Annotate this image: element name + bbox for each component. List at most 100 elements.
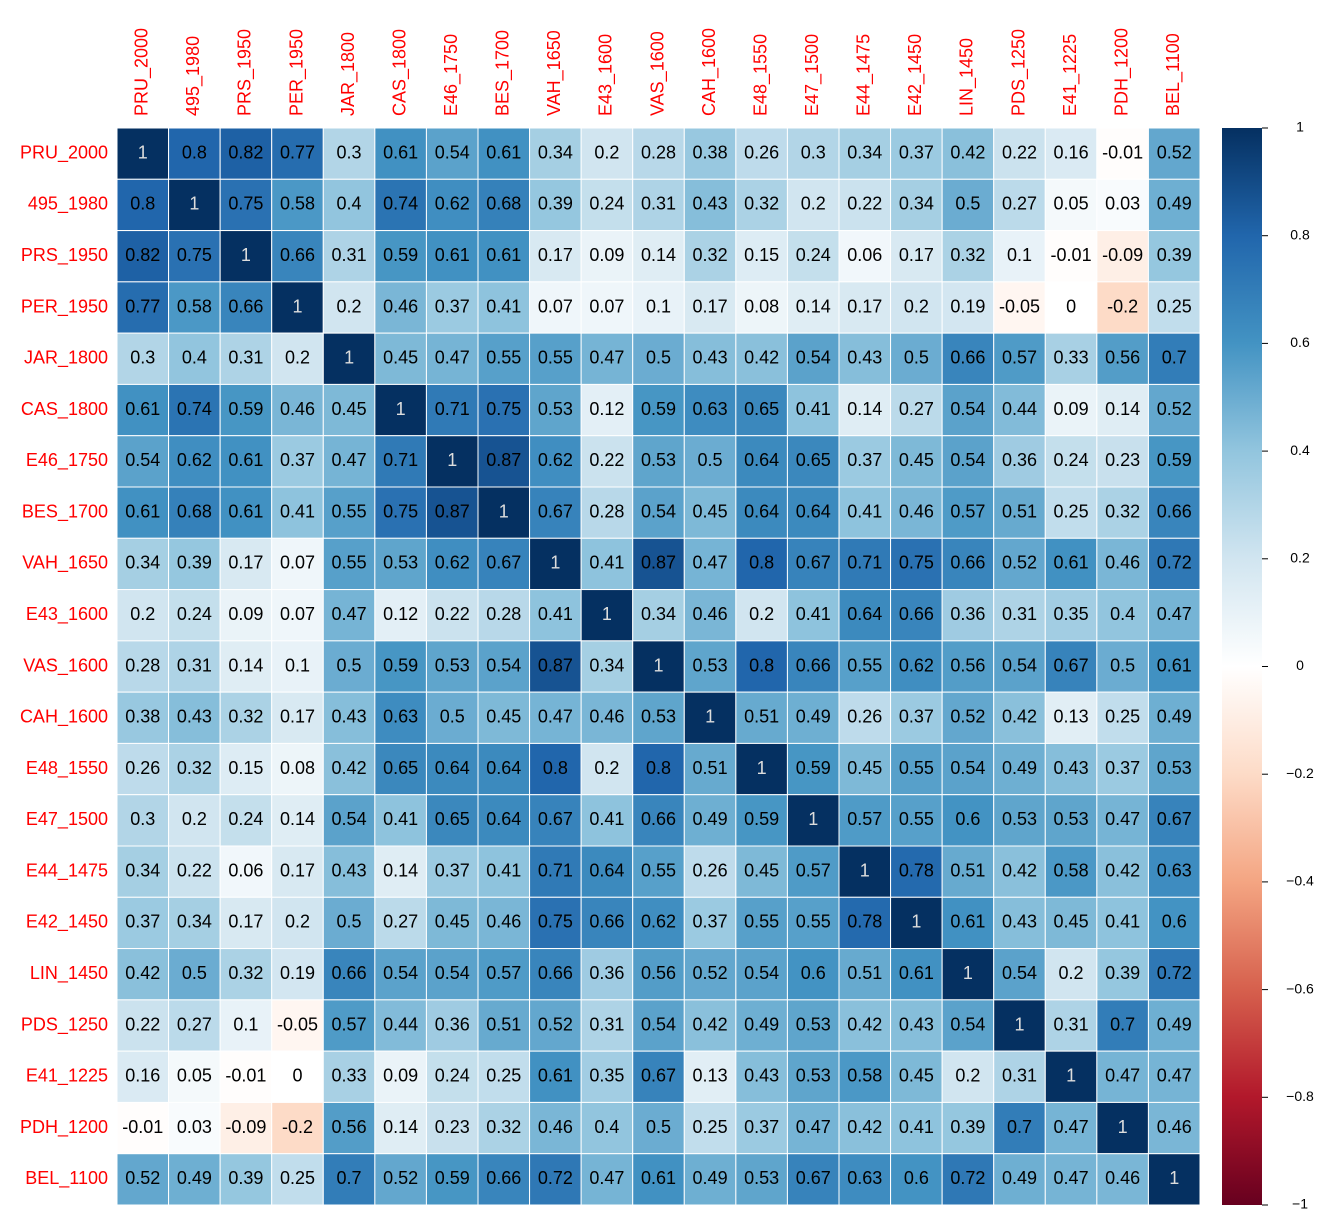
cell-label: 0.52 xyxy=(125,1168,160,1188)
cell-label: 0.42 xyxy=(125,963,160,983)
cell-label: 0.2 xyxy=(801,194,826,214)
cell-label: 0.25 xyxy=(1157,296,1192,316)
cell-label: 0.17 xyxy=(899,245,934,265)
cell-label: 0.24 xyxy=(796,245,831,265)
cell xyxy=(838,178,892,232)
cell xyxy=(941,640,995,693)
cell xyxy=(219,845,273,898)
column-label: CAH_1600 xyxy=(699,28,720,116)
cell xyxy=(993,845,1046,898)
cell xyxy=(941,127,995,180)
cell-label: 0.14 xyxy=(796,296,831,316)
cell-label: 0.12 xyxy=(589,399,624,419)
cell xyxy=(786,845,840,898)
cell-label: 0.34 xyxy=(847,142,882,162)
cell-label: -0.2 xyxy=(282,1117,313,1137)
cell-label: 0.58 xyxy=(1054,860,1089,880)
cell-label: 0.56 xyxy=(1105,348,1140,368)
cell-label: 0.47 xyxy=(1157,1066,1192,1086)
cell xyxy=(477,1101,531,1155)
cell-label: 0.26 xyxy=(125,758,160,778)
cell xyxy=(838,486,892,539)
cell-label: 1 xyxy=(138,142,148,162)
cell-label: 1 xyxy=(602,604,612,624)
cell-label: 0.54 xyxy=(641,1014,676,1034)
cell-label: 0.53 xyxy=(383,553,418,573)
cell-label: 0.34 xyxy=(125,553,160,573)
column-label: E44_1475 xyxy=(854,34,875,116)
cell-label: 0.47 xyxy=(1105,1066,1140,1086)
cell xyxy=(1096,896,1149,950)
cell-label: 0.67 xyxy=(641,1066,676,1086)
cell-label: 0.37 xyxy=(899,707,934,727)
cell-label: 0.41 xyxy=(280,501,315,521)
cell-label: 0.67 xyxy=(1054,655,1089,675)
cell xyxy=(477,383,531,437)
cell-label: 0.67 xyxy=(796,1168,831,1188)
cell-label: 0.57 xyxy=(1002,348,1037,368)
cell xyxy=(890,486,943,539)
cell-label: 0.37 xyxy=(125,912,160,932)
cell-label: 0.03 xyxy=(177,1117,212,1137)
cell xyxy=(993,332,1046,385)
colorbar-tick-label: −0.2 xyxy=(1286,765,1314,781)
cell-label: 0.51 xyxy=(950,860,985,880)
cell xyxy=(219,640,273,693)
cell-label: 0.14 xyxy=(641,245,676,265)
cell xyxy=(168,178,221,232)
cell-label: 0.87 xyxy=(641,553,676,573)
cell-label: 0.68 xyxy=(486,194,521,214)
cell-label: 0.23 xyxy=(1105,450,1140,470)
cell-label: 0.75 xyxy=(177,245,212,265)
cell xyxy=(993,127,1046,180)
row-label: PER_1950 xyxy=(21,296,108,317)
cell-label: 0.09 xyxy=(228,604,263,624)
cell xyxy=(580,486,634,539)
cell-label: 0.31 xyxy=(228,348,263,368)
colorbar-tick-label: 0.4 xyxy=(1290,442,1310,458)
cell xyxy=(374,1101,427,1155)
cell xyxy=(1044,178,1098,232)
cell xyxy=(1147,691,1201,744)
cell xyxy=(1096,435,1149,488)
cell xyxy=(477,640,531,693)
cell-label: 0.49 xyxy=(744,1014,779,1034)
cell-label: 0.39 xyxy=(950,1117,985,1137)
cell xyxy=(890,948,943,1001)
cell xyxy=(1096,948,1149,1001)
cell-label: 0.6 xyxy=(955,809,980,829)
cell xyxy=(838,794,892,847)
cell-label: 0.39 xyxy=(1157,245,1192,265)
cell xyxy=(941,1050,995,1103)
cell-label: 0.22 xyxy=(847,194,882,214)
cell-label: 0.32 xyxy=(693,245,728,265)
cell-label: 0.36 xyxy=(1002,450,1037,470)
cell-label: 0.6 xyxy=(801,963,826,983)
cell-label: 0.47 xyxy=(332,604,367,624)
cell xyxy=(683,435,737,488)
cell-label: 0.49 xyxy=(693,809,728,829)
cell xyxy=(322,1101,376,1155)
cell-label: 0.46 xyxy=(1105,553,1140,573)
cell xyxy=(632,383,685,437)
cell-label: 0.27 xyxy=(383,912,418,932)
cell-label: 0.52 xyxy=(383,1168,418,1188)
cell xyxy=(838,948,892,1001)
cell-label: 0.53 xyxy=(1002,809,1037,829)
row-label: PRS_1950 xyxy=(21,245,108,266)
cell xyxy=(168,794,221,847)
cell-label: 0.55 xyxy=(899,809,934,829)
cell-label: 0.5 xyxy=(182,963,207,983)
cell xyxy=(322,537,376,591)
cell xyxy=(786,332,840,385)
cell xyxy=(477,896,531,950)
row-label: PRU_2000 xyxy=(20,142,108,163)
cell xyxy=(683,1153,737,1206)
cell-label: 0.27 xyxy=(899,399,934,419)
column-label: PER_1950 xyxy=(286,29,307,116)
cell xyxy=(838,1153,892,1206)
cell xyxy=(890,1050,943,1103)
cell xyxy=(168,1050,221,1103)
cell xyxy=(529,230,582,283)
cell-label: -0.01 xyxy=(225,1066,266,1086)
